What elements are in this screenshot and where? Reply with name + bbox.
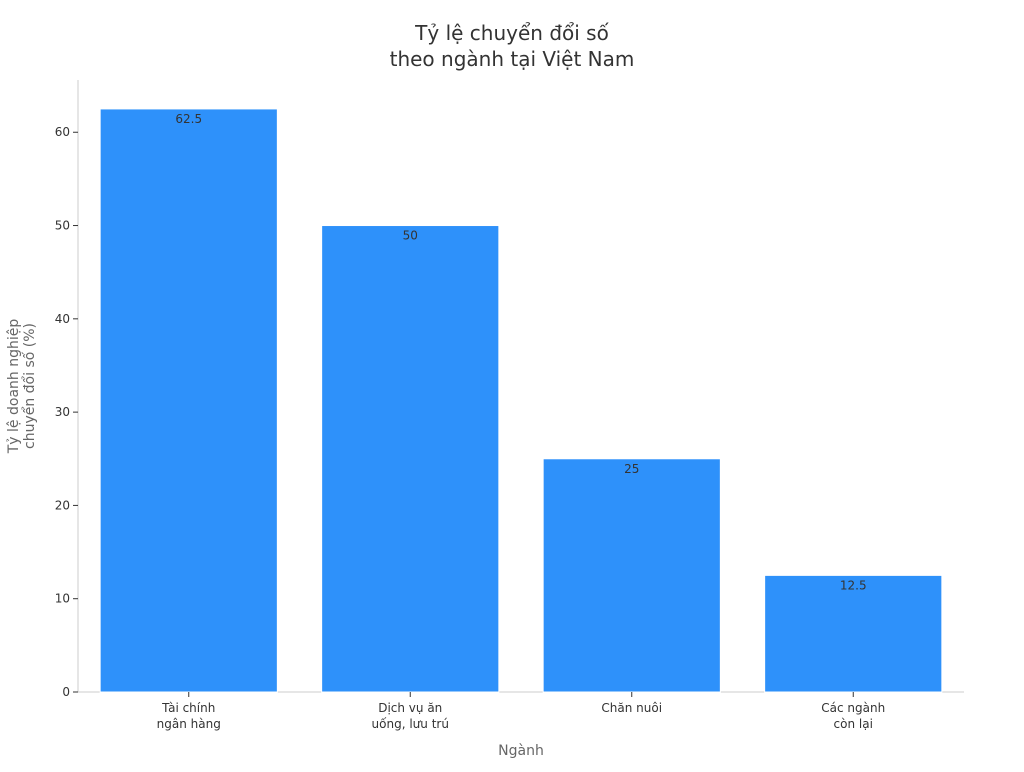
x-tick-label: uống, lưu trú (372, 717, 449, 731)
x-tick-label: còn lại (834, 717, 873, 731)
bar-value-label: 62.5 (175, 112, 202, 126)
x-tick-label: ngân hàng (157, 717, 221, 731)
x-tick-label: Dịch vụ ăn (378, 701, 442, 715)
y-tick-label: 40 (55, 312, 70, 326)
bar (542, 458, 721, 693)
y-tick-label: 50 (55, 219, 70, 233)
bar (321, 225, 500, 693)
bar (99, 108, 278, 693)
y-tick-label: 30 (55, 405, 70, 419)
bar-value-label: 50 (403, 229, 418, 243)
bar (764, 574, 943, 693)
y-tick-label: 0 (62, 685, 70, 699)
x-tick-label: Chăn nuôi (601, 701, 662, 715)
value-labels: 62.5 50 25 12.5 (175, 112, 866, 592)
bar-value-label: 25 (624, 462, 639, 476)
x-tick-label: Các ngành (821, 701, 885, 715)
chart-title-line-2: theo ngành tại Việt Nam (390, 47, 635, 71)
y-axis-title: Tỷ lệ doanh nghiệp chuyển đổi số (%) (6, 319, 38, 455)
chart-title-line-1: Tỷ lệ chuyển đổi số (414, 21, 609, 45)
y-axis-title-line-1: Tỷ lệ doanh nghiệp (6, 319, 22, 455)
bar-value-label: 12.5 (840, 578, 867, 592)
y-tick-label: 10 (55, 592, 70, 606)
y-tick-label: 20 (55, 498, 70, 512)
y-tick-label: 60 (55, 125, 70, 139)
bars (99, 108, 943, 693)
x-tick-label: Tài chính (161, 701, 215, 715)
x-axis-title: Ngành (498, 743, 544, 759)
x-ticks: Tài chính ngân hàng Dịch vụ ăn uống, lưu tr… (157, 692, 885, 731)
y-ticks: 0 10 20 30 40 50 60 (55, 125, 78, 699)
y-axis-title-line-2: chuyển đổi số (%) (21, 323, 38, 449)
